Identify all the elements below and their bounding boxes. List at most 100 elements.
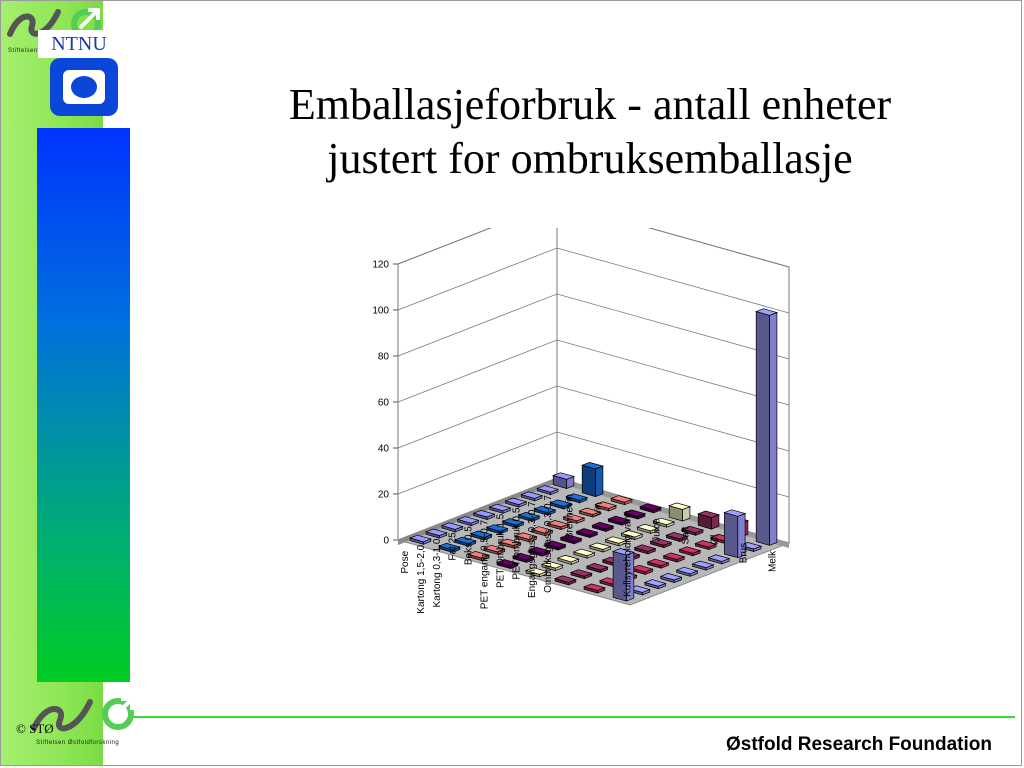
category-label: Boks 0,5	[464, 526, 475, 565]
bar-3-7	[659, 573, 683, 584]
bar-5-7	[691, 560, 715, 571]
bar-top-face	[575, 528, 599, 536]
bar-top-face	[707, 554, 731, 562]
bar-top-face	[520, 491, 544, 499]
bar-top-face	[755, 308, 779, 316]
bar-0-6	[583, 583, 606, 594]
bar-top-face	[659, 573, 683, 581]
bar-1-2	[482, 544, 506, 555]
logo-subtitle-top: Stiftelsen	[8, 48, 38, 54]
bar-4-3	[559, 534, 583, 545]
bar-top-face	[517, 511, 541, 520]
bar-8-5	[681, 525, 705, 536]
bar-2-3	[527, 546, 551, 557]
bar-top-face	[540, 561, 564, 569]
category-label: Kartong 0,3-1,0	[432, 538, 443, 607]
bar-5-2	[546, 520, 570, 531]
bar-chart-3d: 0 20 40 60 80 100 120 Pose Kartong 1,5-2,0 Karto…	[372, 228, 791, 614]
bar-top-face	[562, 513, 586, 522]
bar-top-face	[678, 546, 702, 554]
category-label: Ombruksglass 0,3-0,7	[543, 495, 554, 593]
bar-7-5	[665, 532, 689, 543]
bar-top-face	[591, 521, 615, 530]
bar-5-4	[604, 536, 628, 547]
bar-top-face	[456, 516, 480, 524]
bar-0-2	[467, 551, 490, 562]
bar-top-face	[652, 517, 676, 526]
bar-top-face	[408, 534, 432, 543]
chart-cells	[408, 308, 779, 602]
bar-top-face	[723, 509, 747, 517]
category-label: PET Ombruk 1,5	[495, 513, 506, 588]
bar-top-face	[668, 502, 691, 510]
logo-subtitle-bottom: Stiftelsen Østfoldforskning	[36, 740, 119, 746]
bar-8-2	[594, 501, 618, 512]
bar-top-face	[546, 520, 570, 528]
bar-top-face	[681, 525, 705, 534]
bar-top-face	[636, 523, 660, 532]
bar-7-1	[549, 499, 573, 510]
bar-4-2	[530, 526, 554, 537]
bar-5-5	[633, 544, 657, 555]
bar-top-face	[549, 499, 573, 507]
gradient-bar	[37, 128, 130, 682]
bar-6-3	[591, 521, 615, 532]
bar-0-5	[553, 575, 577, 586]
gridline	[397, 431, 790, 498]
bar-9-4	[668, 502, 691, 522]
bar-8-3	[623, 509, 647, 520]
bar-top-face	[553, 575, 577, 583]
bar-top-face	[469, 530, 493, 538]
bar-8-4	[652, 517, 676, 528]
title-line-1: Emballasjeforbruk - antall enheter	[288, 80, 892, 129]
bar-top-face	[482, 544, 506, 553]
bar-top-face	[585, 563, 609, 571]
bar-2-4	[556, 554, 580, 565]
series-label: Kullsyreholdig vann	[623, 510, 634, 597]
y-tick-label: 20	[378, 490, 390, 501]
bar-3-2	[514, 532, 538, 543]
bar-2-0	[440, 522, 464, 533]
bar-side-face	[581, 464, 596, 498]
bar-top-face	[675, 566, 699, 575]
bar-top-face	[488, 503, 512, 512]
bar-side-face	[755, 311, 770, 546]
ntnu-emblem-icon	[50, 58, 118, 116]
category-axis-labels: Pose Kartong 1,5-2,0 Kartong 0,3-1,0 Fat 25…	[400, 495, 554, 614]
y-tick-label: 100	[372, 306, 389, 317]
bar-top-face	[594, 501, 618, 509]
bar-top-face	[543, 540, 567, 548]
bar-4-0	[472, 510, 496, 521]
series-label: Melk	[768, 550, 779, 572]
bar-2-1	[469, 530, 493, 541]
bar-top-face	[694, 540, 718, 548]
y-axis-ticks: 0 20 40 60 80 100 120	[372, 260, 398, 547]
bar-top-face	[424, 528, 448, 536]
bar-side-face	[724, 512, 739, 559]
bar-8-1	[565, 493, 589, 504]
category-label: Engangsglass 0,3-0,7	[527, 501, 538, 598]
bar-top-face	[607, 515, 631, 524]
bar-9-1	[581, 462, 604, 498]
bar-7-4	[636, 523, 660, 534]
category-label: PET ombruk 0,5	[511, 507, 522, 580]
bar-4-7	[675, 566, 699, 577]
bar-5-0	[488, 503, 512, 514]
series-label: Juice	[652, 518, 663, 542]
bar-7-2	[578, 507, 602, 518]
bar-5-6	[662, 552, 686, 563]
bar-6-4	[620, 530, 644, 541]
bar-7-6	[694, 540, 718, 551]
series-label: Brus	[739, 543, 750, 564]
gridline	[397, 339, 790, 406]
footer-divider	[130, 716, 1015, 718]
bar-top-face	[559, 534, 583, 542]
bar-6-6	[678, 546, 702, 557]
bar-top-face	[472, 510, 496, 518]
bar-2-7	[643, 579, 667, 590]
bar-top-face	[610, 495, 634, 503]
slide-title: Emballasjeforbruk - antall enheter juste…	[200, 78, 980, 186]
bar-3-3	[543, 540, 567, 551]
bar-top-face	[514, 532, 538, 540]
